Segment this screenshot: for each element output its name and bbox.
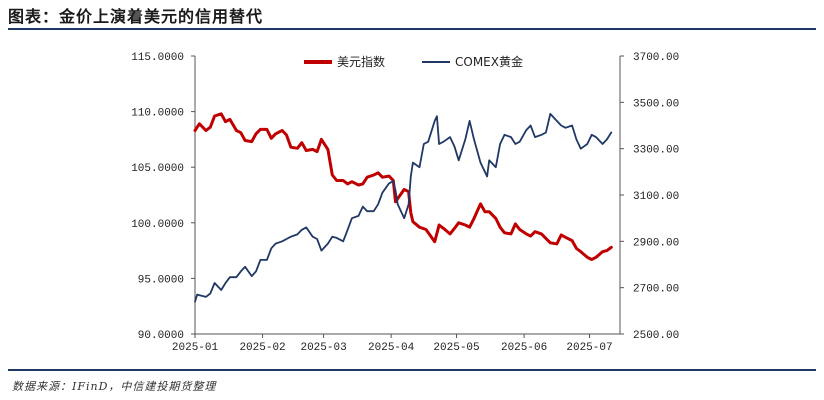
left-tick-label: 105.0000 [131, 163, 184, 175]
x-tick-label: 2025-04 [368, 342, 415, 354]
legend-label-gold: COMEX黄金 [455, 54, 523, 69]
x-tick-label: 2025-05 [433, 342, 479, 354]
right-tick-label: 3100.00 [633, 191, 679, 203]
x-tick-label: 2025-02 [239, 342, 285, 354]
right-tick-label: 3300.00 [633, 145, 679, 157]
dxy-line [193, 112, 613, 261]
footer-divider [8, 369, 816, 371]
right-tick-label: 2900.00 [633, 237, 679, 249]
right-tick-label: 3700.00 [633, 52, 679, 64]
left-tick-label: 110.0000 [131, 108, 184, 120]
x-tick-label: 2025-07 [566, 342, 612, 354]
left-tick-label: 100.0000 [131, 219, 184, 231]
left-tick-label: 95.0000 [138, 274, 184, 286]
source-note: 数据来源：IFinD，中信建投期货整理 [12, 380, 217, 393]
x-tick-label: 2025-06 [501, 342, 547, 354]
right-tick-label: 2500.00 [633, 330, 679, 342]
gold-line [194, 113, 613, 303]
page-title: 图表：金价上演着美元的信用替代 [8, 7, 264, 26]
x-tick-label: 2025-03 [300, 342, 346, 354]
right-tick-label: 3500.00 [633, 98, 679, 110]
left-tick-label: 115.0000 [131, 52, 184, 64]
chart: 90.0000 95.0000 100.0000 105.0000 110.0000 11… [131, 52, 679, 354]
right-tick-label: 2700.00 [633, 284, 679, 296]
legend-label-dxy: 美元指数 [337, 54, 385, 69]
x-tick-label: 2025-01 [172, 342, 219, 354]
left-tick-label: 90.0000 [138, 330, 184, 342]
title-divider [8, 28, 816, 30]
